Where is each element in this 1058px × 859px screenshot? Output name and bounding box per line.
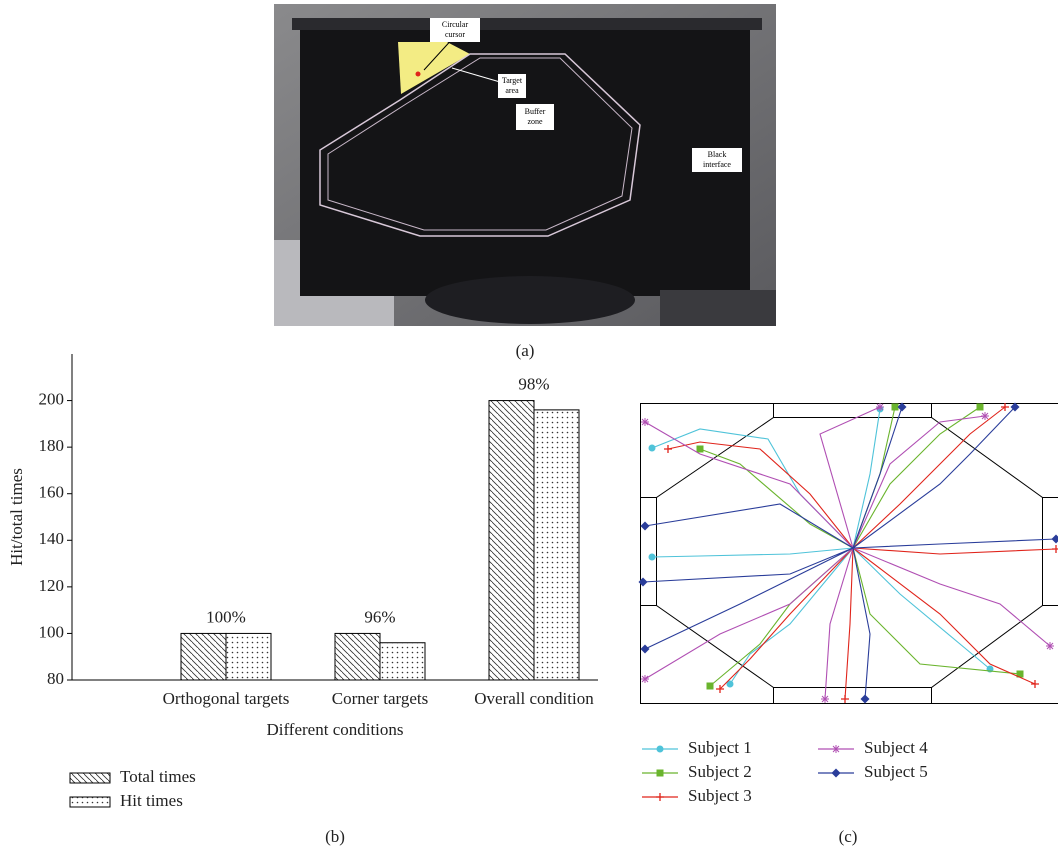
figure: Circular cursor Target area Buffer zone … [0, 0, 1058, 854]
photo-label: Buffer [525, 107, 546, 116]
caption: (a) [516, 341, 535, 360]
marker [1031, 680, 1039, 688]
bar [181, 633, 226, 680]
photo: Circular cursor Target area Buffer zone … [274, 4, 776, 326]
photo-label: area [505, 86, 519, 95]
trajectory [700, 407, 1020, 686]
marker [697, 446, 704, 453]
legend-swatch [70, 773, 110, 783]
y-tick-label: 140 [39, 529, 65, 548]
marker [841, 695, 849, 703]
marker [657, 746, 664, 753]
marker [657, 770, 664, 777]
bar [489, 401, 534, 680]
marker [832, 769, 841, 778]
marker [861, 695, 870, 704]
legend-label: Subject 5 [864, 762, 928, 781]
legend-label: Total times [120, 767, 196, 786]
marker [641, 418, 649, 426]
bar [335, 633, 380, 680]
bar-annotation: 98% [518, 374, 549, 393]
y-tick-label: 180 [39, 436, 65, 455]
photo-label: zone [527, 117, 543, 126]
x-tick-label: Corner targets [332, 689, 428, 708]
marker [892, 404, 899, 411]
photo-label: Black [708, 150, 727, 159]
x-axis-label: Different conditions [266, 720, 403, 739]
marker [977, 404, 984, 411]
legend-label: Subject 3 [688, 786, 752, 805]
photo-label: cursor [445, 30, 465, 39]
marker [832, 745, 840, 753]
bar-annotation: 100% [206, 607, 246, 626]
legend-label: Hit times [120, 791, 183, 810]
legend-label: Subject 1 [688, 738, 752, 757]
caption: (b) [325, 827, 345, 846]
bar-annotation: 96% [364, 607, 395, 626]
marker [639, 578, 648, 587]
y-tick-label: 80 [47, 669, 64, 688]
y-tick-label: 120 [39, 576, 65, 595]
page: Circular cursor Target area Buffer zone … [0, 0, 1058, 854]
marker [876, 403, 884, 411]
bar [534, 410, 579, 680]
bar [226, 633, 271, 680]
marker [641, 522, 650, 531]
marker [649, 554, 656, 561]
legend-label: Subject 4 [864, 738, 928, 757]
marker [664, 445, 672, 453]
marker [649, 445, 656, 452]
x-tick-label: Overall condition [474, 689, 594, 708]
y-tick-label: 200 [39, 389, 65, 408]
photo-label: interface [703, 160, 731, 169]
marker [656, 793, 664, 801]
photo-label: Circular [442, 20, 469, 29]
x-tick-label: Orthogonal targets [163, 689, 290, 708]
y-tick-label: 160 [39, 483, 65, 502]
bar [380, 643, 425, 680]
legend-label: Subject 2 [688, 762, 752, 781]
marker [1052, 535, 1058, 544]
marker [1052, 545, 1058, 553]
trajectory [668, 407, 1056, 699]
marker [1046, 642, 1054, 650]
marker [641, 675, 649, 683]
caption: (c) [839, 827, 858, 846]
y-tick-label: 100 [39, 622, 65, 641]
marker [641, 645, 650, 654]
marker [707, 683, 714, 690]
y-axis-label: Hit/total times [7, 468, 26, 566]
legend-swatch [70, 797, 110, 807]
photo-label: Target [502, 76, 523, 85]
marker [981, 412, 989, 420]
marker [821, 695, 829, 703]
